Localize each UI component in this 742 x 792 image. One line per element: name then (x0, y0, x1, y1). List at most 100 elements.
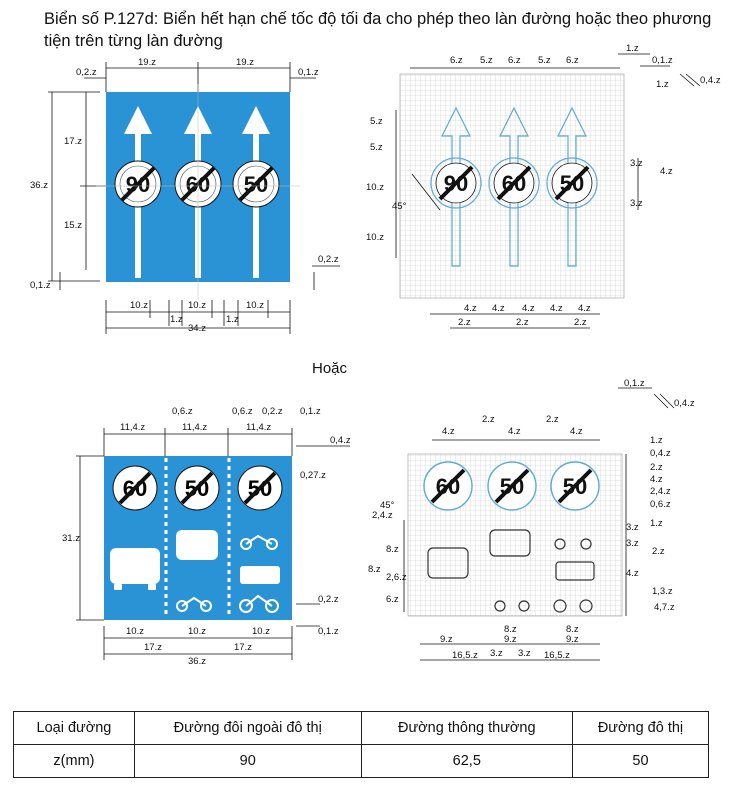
svg-text:3.z: 3.z (518, 648, 531, 659)
grid1-right-mid: 1.z (656, 79, 669, 90)
table-cell: 90 (133, 744, 362, 778)
table-header: Đường đôi ngoài đô thị (133, 711, 362, 745)
svg-text:0,1.z: 0,1.z (300, 406, 321, 417)
svg-text:4.z: 4.z (464, 303, 477, 314)
dim-bottom-total: 34.z (188, 323, 206, 334)
svg-text:9.z: 9.z (504, 634, 517, 645)
svg-text:10.z: 10.z (252, 626, 270, 637)
svg-text:17.z: 17.z (234, 642, 252, 653)
svg-text:0,6.z: 0,6.z (232, 406, 253, 417)
grid2-corner2: 0,4.z (674, 398, 695, 409)
car-icon-2 (176, 530, 218, 560)
svg-text:1,3.z: 1,3.z (652, 586, 673, 597)
dim-bottom-left: 0,1.z (30, 280, 51, 291)
svg-text:8.z: 8.z (368, 564, 381, 575)
dim-height-total: 36.z (30, 180, 48, 191)
sign2-left-height: 31.z (62, 533, 80, 544)
svg-text:4.z: 4.z (660, 166, 673, 177)
bicycle-icon (239, 594, 279, 613)
table-header: Đường thông thường (360, 711, 573, 745)
svg-text:2.z: 2.z (650, 462, 663, 473)
grid1-right-w: 0,4.z (700, 75, 721, 86)
dim-top-w1: 19.z (138, 57, 156, 68)
grid2-corner1: 0,1.z (624, 378, 645, 389)
svg-text:16,5.z: 16,5.z (452, 650, 478, 661)
svg-text:4.z: 4.z (570, 426, 583, 437)
svg-text:6.z: 6.z (450, 55, 463, 66)
svg-text:5.z: 5.z (370, 142, 383, 153)
svg-text:10.z: 10.z (366, 232, 384, 243)
svg-text:0,2.z: 0,2.z (262, 406, 283, 417)
svg-text:10.z: 10.z (188, 626, 206, 637)
van-icon (240, 566, 280, 584)
sign2-right-dim1: 0,4.z (330, 435, 351, 446)
dim-height-lower: 15.z (64, 220, 82, 231)
motorcycle-icon (176, 534, 278, 612)
svg-text:8.z: 8.z (504, 624, 517, 635)
svg-text:2.z: 2.z (482, 414, 495, 425)
svg-text:11,4.z: 11,4.z (120, 422, 145, 433)
svg-text:11,4.z: 11,4.z (246, 422, 271, 433)
svg-text:45°: 45° (380, 500, 395, 511)
svg-text:10.z: 10.z (126, 626, 144, 637)
sign2-end-speed-signs: 60 50 50 (112, 465, 283, 511)
grid1-bottom-dims: 4.z 4.z 4.z 4.z 4.z 2.z 2.z 2.z (458, 303, 591, 328)
grid2-left-dims: 45° 2,4.z 8.z 8.z 2,6.z 6.z (368, 500, 407, 605)
dim-top-w2: 19.z (236, 57, 254, 68)
svg-text:4.z: 4.z (492, 303, 505, 314)
svg-text:2,6.z: 2,6.z (386, 572, 407, 583)
svg-text:5.z: 5.z (370, 116, 383, 127)
svg-text:3.z: 3.z (626, 522, 639, 533)
svg-text:36.z: 36.z (188, 656, 206, 667)
svg-text:2.z: 2.z (546, 414, 559, 425)
grid1-right-top: 1.z (626, 43, 639, 54)
car-icon (110, 548, 160, 590)
sign2-bottom-dims: 10.z 10.z 10.z 17.z 17.z 36.z (126, 626, 270, 667)
grid2-bottom-dims: 8.z 8.z 9.z 9.z 9.z 3.z 3.z 16,5.z 16,5.… (440, 624, 579, 661)
svg-text:4.z: 4.z (650, 474, 663, 485)
svg-text:6.z: 6.z (386, 594, 399, 605)
page-title: Biển số P.127d: Biển hết hạn chế tốc độ … (44, 10, 712, 50)
table-header: Đường đô thị (571, 711, 710, 745)
dim-height-upper: 17.z (64, 136, 82, 147)
grid1-right-line: 0,1.z (652, 55, 673, 66)
svg-text:6.z: 6.z (566, 55, 579, 66)
end-speed-90: 90 (114, 160, 162, 208)
grid1-angle: 45° (392, 201, 407, 212)
svg-text:1.z: 1.z (650, 435, 663, 446)
svg-text:4.z: 4.z (550, 303, 563, 314)
table-cell: 50 (571, 744, 710, 778)
svg-text:17.z: 17.z (144, 642, 162, 653)
svg-text:9.z: 9.z (566, 634, 579, 645)
grid1-left-dims: 5.z 5.z 10.z 10.z (366, 116, 384, 243)
svg-text:3.z: 3.z (630, 158, 643, 169)
svg-text:2.z: 2.z (652, 546, 665, 557)
dim-gap1: 1.z (170, 314, 183, 325)
svg-text:10.z: 10.z (366, 182, 384, 193)
table-header-row: Loại đường Đường đôi ngoài đô thị Đường … (13, 711, 710, 745)
svg-text:8.z: 8.z (566, 624, 579, 635)
svg-text:16,5.z: 16,5.z (544, 650, 570, 661)
svg-text:3.z: 3.z (626, 538, 639, 549)
svg-text:2,4.z: 2,4.z (372, 510, 393, 521)
spec-table: Loại đường Đường đôi ngoài đô thị Đường … (13, 711, 710, 778)
svg-text:0,4.z: 0,4.z (650, 448, 671, 459)
svg-text:2,4.z: 2,4.z (650, 486, 671, 497)
end-speed-signs: 90 60 50 (114, 160, 280, 208)
sign2-right-dim2: 0,27.z (300, 470, 326, 481)
dim-bottom-w3: 10.z (246, 300, 264, 311)
end-speed-50: 50 (174, 465, 220, 511)
grid1-top-dims: 6.z 5.z 6.z 5.z 6.z (450, 55, 579, 66)
grid2-right-dims: 1.z 0,4.z 2.z 4.z 2,4.z 0,6.z 1.z 3.z 2.… (626, 435, 675, 613)
sign2-right-bottom2: 0,1.z (318, 626, 339, 637)
sign2-right-bottom1: 0,2.z (318, 594, 339, 605)
svg-text:0,6.z: 0,6.z (650, 499, 671, 510)
dim-right-small: 0,2.z (318, 254, 339, 265)
svg-text:5.z: 5.z (480, 55, 493, 66)
sign2-top-dims: 11,4.z 11,4.z 11,4.z 0,6.z 0,6.z 0,2.z 0… (120, 406, 321, 433)
svg-text:2.z: 2.z (516, 317, 529, 328)
